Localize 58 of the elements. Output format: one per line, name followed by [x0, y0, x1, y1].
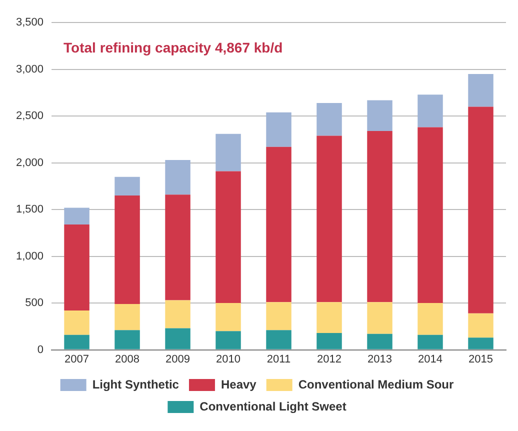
- bar: [367, 334, 392, 350]
- bar: [418, 127, 443, 304]
- bar: [316, 332, 342, 350]
- bar: [216, 134, 241, 172]
- bar: [418, 334, 443, 350]
- bar: [316, 302, 342, 333]
- bar: [216, 171, 241, 304]
- legend-label: Heavy: [220, 377, 257, 392]
- x-tick-label: 2010: [216, 353, 241, 366]
- x-tick-label: 2008: [115, 353, 140, 366]
- bar: [165, 328, 190, 350]
- x-tick-label: 2013: [368, 353, 392, 366]
- bar: [418, 303, 443, 335]
- bar: [367, 131, 392, 302]
- y-tick-label: 1,000: [16, 250, 44, 262]
- legend-label: Conventional Light Sweet: [200, 399, 346, 414]
- x-tick-label: 2009: [166, 353, 190, 366]
- bar: [468, 313, 494, 338]
- bar: [266, 330, 292, 350]
- bar: [418, 94, 443, 128]
- x-tick-label: 2011: [266, 353, 291, 366]
- legend-label: Light Synthetic: [92, 377, 180, 392]
- bar: [316, 103, 342, 136]
- bar: [165, 160, 190, 195]
- legend-label: Conventional Medium Sour: [298, 377, 454, 392]
- bar: [266, 146, 292, 302]
- bar: [64, 224, 90, 311]
- bar: [468, 106, 494, 314]
- y-tick-label: 1,500: [16, 204, 44, 216]
- bar: [114, 176, 140, 196]
- bar: [316, 136, 342, 302]
- bar: [114, 196, 140, 304]
- bar: [266, 302, 292, 330]
- bar: [266, 112, 292, 147]
- bar: [64, 208, 90, 225]
- x-tick-label: 2012: [317, 353, 342, 366]
- y-tick-label: 2,500: [16, 110, 44, 122]
- bar: [114, 304, 140, 330]
- y-tick-label: 500: [25, 297, 44, 310]
- bar: [64, 334, 90, 350]
- y-tick-label: 3,500: [16, 16, 44, 29]
- bar: [468, 74, 494, 107]
- bar: [468, 338, 494, 350]
- bar: [64, 310, 90, 335]
- bar: [367, 302, 392, 334]
- x-tick-label: 2015: [468, 353, 493, 366]
- y-tick-label: 3,000: [16, 63, 44, 76]
- bar: [165, 194, 190, 300]
- bar: [114, 330, 140, 350]
- x-tick-label: 2007: [64, 353, 90, 366]
- bar: [367, 100, 392, 132]
- y-tick-label: 0: [37, 344, 44, 356]
- y-tick-label: 2,000: [16, 156, 44, 169]
- text: Total refining capacity 4,867 kb/d: [64, 39, 283, 56]
- x-tick-label: 2014: [418, 353, 442, 366]
- bar: [165, 300, 190, 328]
- bar: [216, 303, 241, 332]
- bar: [216, 331, 241, 350]
